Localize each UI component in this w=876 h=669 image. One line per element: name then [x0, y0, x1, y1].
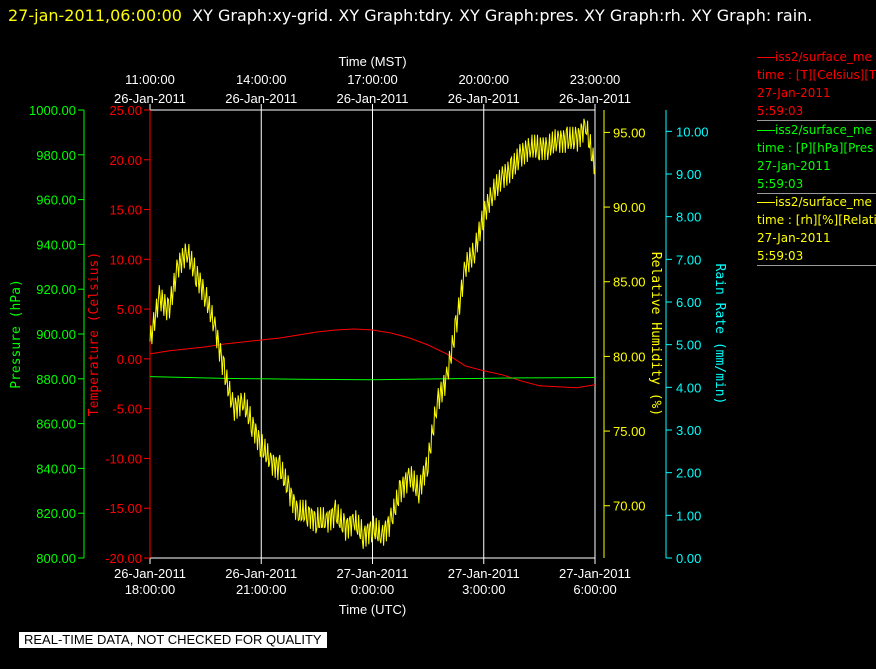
pressure-tick-label: 960.00	[36, 193, 76, 208]
legend-line	[757, 130, 775, 131]
timestamp: 27-jan-2011,06:00:00	[8, 6, 182, 25]
temperature-tick-label: 10.00	[109, 252, 142, 267]
temperature-tick-label: -10.00	[105, 451, 142, 466]
rain-tick-label: 10.00	[676, 124, 709, 139]
rain-tick-label: 0.00	[676, 551, 701, 566]
rain-tick-label: 9.00	[676, 167, 701, 182]
legend-line	[757, 202, 775, 203]
x-tick-label-mst-time: 11:00:00	[125, 72, 175, 87]
legend-entry-temperature: iss2/surface_me time : [T][Celsius][T 27…	[757, 48, 876, 121]
legend-time: 5:59:03	[757, 104, 804, 118]
rain-tick-label: 2.00	[676, 466, 701, 481]
pressure-tick-label: 980.00	[36, 148, 76, 163]
legend-unit: time : [T][Celsius][T	[757, 68, 876, 82]
legend-entry-pressure: iss2/surface_me time : [P][hPa][Pres 27-…	[757, 121, 876, 194]
legend-date: 27-Jan-2011	[757, 86, 831, 100]
x-tick-label-utc-time: 18:00:00	[125, 582, 176, 597]
x-tick-label-utc-date: 27-Jan-2011	[448, 566, 520, 581]
pressure-tick-label: 920.00	[36, 282, 76, 297]
quality-banner: REAL-TIME DATA, NOT CHECKED FOR QUALITY	[19, 632, 327, 648]
x-tick-label-mst-date: 26-Jan-2011	[336, 91, 408, 106]
pressure-tick-label: 800.00	[36, 551, 76, 566]
x-axis-title-mst: Time (MST)	[338, 54, 406, 69]
legend-divider	[757, 265, 876, 266]
x-tick-label-utc-time: 6:00:00	[573, 582, 616, 597]
rain-tick-label: 6.00	[676, 295, 701, 310]
x-tick-label-mst-time: 14:00:00	[236, 72, 287, 87]
x-tick-label-mst-time: 17:00:00	[347, 72, 398, 87]
pressure-tick-label: 860.00	[36, 417, 76, 432]
temperature-tick-label: 0.00	[117, 352, 142, 367]
legend-unit: time : [rh][%][Relati	[757, 213, 876, 227]
legend-date: 27-Jan-2011	[757, 231, 831, 245]
temperature-tick-label: 15.00	[109, 203, 142, 218]
legend-name: iss2/surface_me	[775, 123, 872, 137]
rain-tick-label: 5.00	[676, 338, 701, 353]
humidity-axis-title: Relative Humidity (%)	[648, 252, 663, 416]
pressure-tick-label: 1000.00	[29, 103, 76, 118]
x-tick-label-mst-date: 26-Jan-2011	[448, 91, 520, 106]
humidity-tick-label: 95.00	[613, 125, 646, 140]
graph-header: 27-jan-2011,06:00:00 XY Graph:xy-grid. X…	[8, 2, 858, 29]
legend-entry-humidity: iss2/surface_me time : [rh][%][Relati 27…	[757, 193, 876, 266]
legend-line	[757, 57, 775, 58]
temperature-series-line	[149, 328, 596, 389]
legend-divider	[757, 193, 876, 194]
x-tick-label-utc-date: 26-Jan-2011	[114, 566, 186, 581]
temperature-tick-label: -15.00	[105, 501, 142, 516]
legend-time: 5:59:03	[757, 177, 804, 191]
x-tick-label-utc-date: 27-Jan-2011	[336, 566, 408, 581]
x-tick-label-mst-date: 26-Jan-2011	[559, 91, 631, 106]
pressure-tick-label: 840.00	[36, 461, 76, 476]
legend-name: iss2/surface_me	[775, 50, 872, 64]
rain-axis-title: Rain Rate (mm/min)	[712, 264, 727, 405]
pressure-tick-label: 880.00	[36, 372, 76, 387]
rain-tick-label: 7.00	[676, 252, 701, 267]
x-tick-label-mst-time: 23:00:00	[570, 72, 621, 87]
temperature-tick-label: -5.00	[112, 402, 142, 417]
temperature-tick-label: 20.00	[109, 153, 142, 168]
x-tick-label-utc-date: 26-Jan-2011	[225, 566, 297, 581]
pressure-series-line	[149, 376, 596, 381]
rain-tick-label: 3.00	[676, 423, 701, 438]
humidity-tick-label: 70.00	[613, 499, 646, 514]
x-tick-label-utc-time: 21:00:00	[236, 582, 287, 597]
humidity-tick-label: 80.00	[613, 349, 646, 364]
x-tick-label-mst-date: 26-Jan-2011	[114, 91, 186, 106]
temperature-tick-label: -20.00	[105, 551, 142, 566]
pressure-tick-label: 900.00	[36, 327, 76, 342]
x-tick-label-mst-date: 26-Jan-2011	[225, 91, 297, 106]
humidity-tick-label: 90.00	[613, 200, 646, 215]
pressure-tick-label: 820.00	[36, 506, 76, 521]
legend-date: 27-Jan-2011	[757, 159, 831, 173]
x-tick-label-utc-time: 0:00:00	[351, 582, 394, 597]
x-tick-label-utc-date: 27-Jan-2011	[559, 566, 631, 581]
rain-tick-label: 8.00	[676, 210, 701, 225]
pressure-axis-title: Pressure (hPa)	[9, 279, 24, 389]
x-tick-label-utc-time: 3:00:00	[462, 582, 505, 597]
temperature-tick-label: 25.00	[109, 103, 142, 118]
pressure-tick-label: 940.00	[36, 237, 76, 252]
humidity-series-line	[149, 118, 596, 549]
legend-unit: time : [P][hPa][Pres	[757, 141, 874, 155]
x-axis-title-utc: Time (UTC)	[339, 602, 406, 617]
rain-tick-label: 1.00	[676, 508, 701, 523]
legend-time: 5:59:03	[757, 249, 804, 263]
humidity-tick-label: 85.00	[613, 275, 646, 290]
legend-divider	[757, 120, 876, 121]
legend-name: iss2/surface_me	[775, 195, 872, 209]
temperature-axis-title: Temperature (Celsius)	[87, 252, 102, 416]
humidity-tick-label: 75.00	[613, 424, 646, 439]
rain-tick-label: 4.00	[676, 380, 701, 395]
x-tick-label-mst-time: 20:00:00	[458, 72, 509, 87]
graph-title: XY Graph:xy-grid. XY Graph:tdry. XY Grap…	[192, 6, 813, 25]
temperature-tick-label: 5.00	[117, 302, 142, 317]
